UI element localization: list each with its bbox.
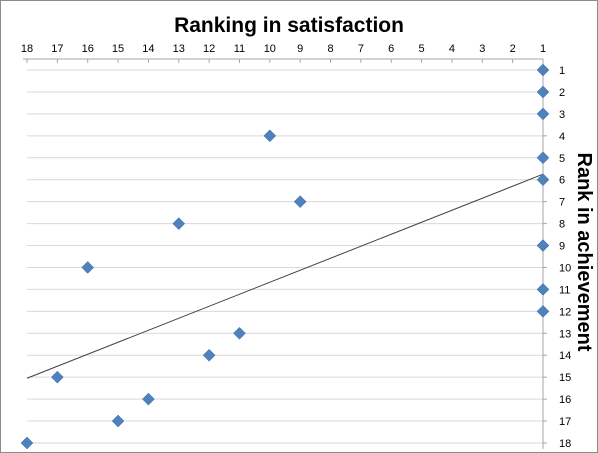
y-tick-label: 18	[559, 438, 571, 450]
data-point	[536, 63, 550, 77]
x-tick-label: 3	[479, 43, 485, 55]
data-point	[536, 283, 550, 296]
grid-lines	[27, 69, 543, 444]
x-tick-label: 5	[419, 43, 425, 55]
chart-title: Ranking in satisfaction	[174, 14, 404, 37]
x-tick-label: 12	[203, 43, 215, 55]
y-tick-label: 15	[559, 372, 571, 384]
data-points	[20, 63, 550, 450]
data-point	[536, 107, 550, 121]
y-tick-label: 6	[559, 175, 565, 187]
y-axis-title: Rank in achievement	[573, 153, 595, 352]
data-point	[172, 217, 186, 230]
x-tick-label: 13	[173, 43, 185, 55]
data-point	[142, 392, 155, 406]
x-tick-label: 6	[388, 43, 394, 55]
x-tick-label: 1	[540, 43, 546, 55]
data-point	[111, 414, 125, 428]
y-tick-label: 11	[559, 284, 570, 296]
y-tick-label: 12	[559, 306, 571, 318]
y-tick-label: 16	[559, 394, 571, 406]
x-tick-label: 7	[358, 43, 364, 55]
y-tick-label: 7	[559, 197, 565, 209]
data-point	[50, 370, 64, 384]
x-tick-label: 18	[21, 43, 33, 55]
data-point	[536, 304, 550, 318]
y-tick-label: 3	[559, 109, 565, 121]
data-point	[536, 239, 550, 252]
data-point	[81, 261, 95, 274]
data-point	[233, 326, 246, 340]
x-tick-label: 4	[449, 43, 455, 55]
x-tick-label: 8	[327, 43, 333, 55]
x-axis-ticks: 18 17 16 15 14 13 12 11 10 9 8 7 6 5 4 3 2 1	[21, 43, 546, 63]
x-tick-label: 10	[264, 43, 276, 55]
data-point	[20, 436, 34, 450]
x-tick-label: 15	[112, 43, 124, 55]
y-tick-label: 10	[559, 262, 571, 274]
x-tick-label: 11	[234, 43, 245, 55]
y-tick-label: 5	[559, 153, 565, 165]
data-point	[202, 348, 216, 362]
y-tick-label: 2	[559, 87, 565, 99]
data-point	[263, 129, 277, 143]
y-tick-label: 8	[559, 219, 565, 231]
y-tick-label: 17	[559, 416, 571, 428]
x-tick-label: 17	[51, 43, 63, 55]
data-point	[536, 85, 550, 99]
x-tick-label: 9	[297, 43, 303, 55]
y-tick-label: 1	[559, 65, 565, 77]
y-tick-label: 13	[559, 328, 571, 340]
x-tick-label: 16	[82, 43, 94, 55]
y-tick-label: 9	[559, 241, 565, 253]
x-tick-label: 14	[142, 43, 154, 55]
data-point	[536, 173, 550, 187]
y-tick-label: 4	[559, 131, 565, 143]
x-tick-label: 2	[510, 43, 516, 55]
data-point	[293, 195, 307, 209]
y-tick-label: 14	[559, 350, 571, 362]
data-point	[536, 151, 550, 165]
trend-line	[26, 173, 544, 379]
